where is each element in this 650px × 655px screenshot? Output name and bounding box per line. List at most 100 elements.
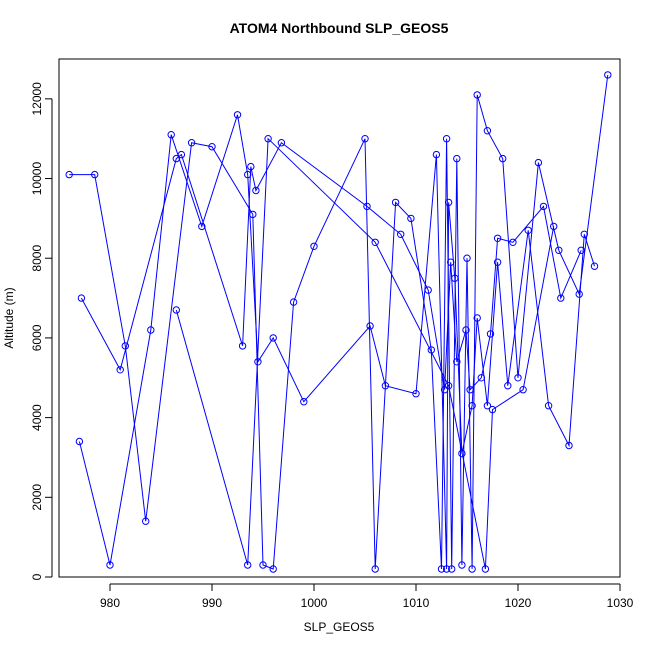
x-tick-label: 990 [202,596,222,610]
data-point [481,565,490,573]
data-point [444,198,453,207]
data-point [550,222,558,231]
y-tick-label: 4000 [30,404,44,431]
data-point [534,158,543,167]
chart-title: ATOM4 Northbound SLP_GEOS5 [230,20,449,36]
data-point [238,342,247,350]
series-line [69,74,609,570]
data-point [442,565,451,573]
data-point [442,135,451,143]
data-point [466,386,474,394]
data-point [448,565,456,573]
data-point [187,139,196,147]
x-tick-label: 1020 [505,596,532,610]
data-point [580,230,588,239]
data-point [91,170,99,179]
y-tick-label: 6000 [30,324,44,351]
y-axis-label: Altitude (m) [2,287,16,348]
data-point [366,322,374,330]
data-point [519,386,527,394]
series-line [175,137,555,570]
data-point [269,565,277,573]
data-point [363,202,371,211]
data-point [458,561,466,569]
data-point [277,139,286,147]
series-line [80,141,582,391]
data-point [424,286,432,294]
plot-frame [58,58,621,578]
data-point [252,186,260,195]
data-point [524,226,532,235]
data-point [555,246,563,255]
data-point [509,238,517,247]
data-point [447,258,455,266]
data-point [453,358,461,366]
data-point [77,294,86,302]
data-point [483,127,492,135]
data-point [75,437,84,446]
data-point [493,234,502,243]
data-point [575,290,583,298]
data-point [300,398,308,406]
data-point [440,386,449,394]
data-point [444,382,453,390]
data-point [172,306,181,314]
data-point [468,402,476,410]
y-tick-label: 10000 [30,162,44,196]
data-point [493,258,502,266]
data-point [468,565,476,573]
data-point [604,71,612,79]
data-point [432,150,441,159]
data-point [391,198,400,207]
data-point [477,374,485,382]
x-axis-label: SLP_GEOS5 [304,620,375,634]
data-point [106,561,114,569]
y-tick-label: 8000 [30,245,44,272]
data-point [504,382,512,390]
data-point [142,517,150,525]
y-tick-label: 12000 [30,82,44,116]
data-point [397,230,405,239]
data-point [486,330,495,338]
x-tick-label: 980 [100,596,120,610]
data-point [514,374,522,382]
data-point [371,565,379,573]
data-point [65,170,73,179]
data-point [289,298,298,306]
data-point [269,334,277,342]
data-point [539,202,548,211]
x-tick-label: 1030 [607,596,634,610]
data-point [371,238,379,247]
data-point [463,254,471,262]
data-point [407,214,415,223]
data-point [453,154,461,163]
data-point [147,326,155,334]
x-tick-label: 1010 [403,596,430,610]
data-point [473,314,481,322]
data-point [499,154,507,163]
data-point [590,262,599,270]
data-point [412,390,420,398]
y-axis: 0 2000 4000 6000 8000 10000 12000 [30,82,53,580]
x-tick-label: 1000 [301,596,328,610]
data-point [577,246,585,255]
data-point [473,91,481,99]
y-tick-label: 0 [30,573,44,580]
data-point [264,135,272,143]
data-point [462,326,470,334]
x-axis: 980 990 1000 1010 1020 1030 [100,583,634,610]
data-point [198,222,206,231]
data-point [208,143,216,151]
data-point [361,135,369,143]
data-point [427,346,435,354]
y-tick-label: 2000 [30,484,44,511]
data-point [381,382,390,390]
data-point [565,441,573,450]
data-point [488,405,497,414]
data-point [310,242,318,251]
series-group [65,71,612,573]
data-point [172,154,181,163]
